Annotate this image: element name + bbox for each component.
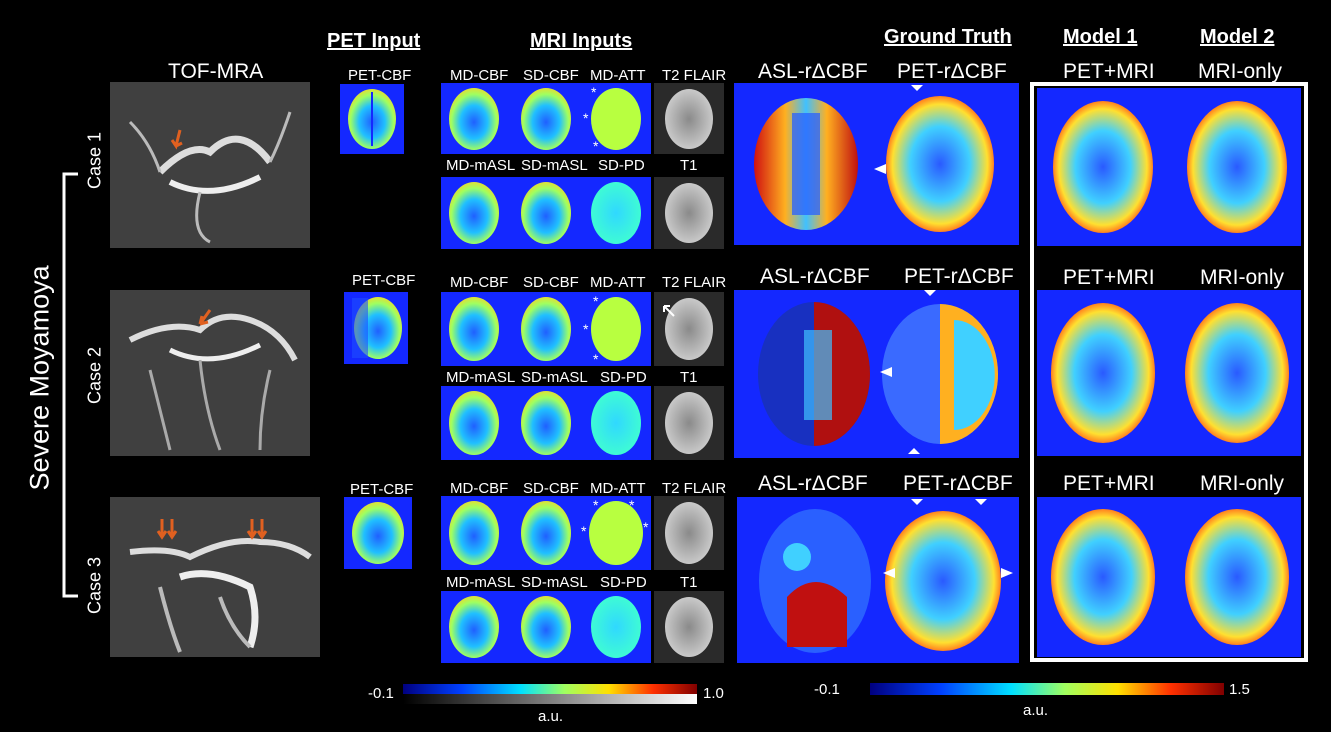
mri-c2-label-mdatt: MD-ATT xyxy=(590,274,646,291)
asl-label-3: ASL-rΔCBF xyxy=(758,472,868,495)
asl-label-1: ASL-rΔCBF xyxy=(758,60,868,83)
mri-c3-label-sdpd: SD-PD xyxy=(600,574,647,591)
svg-text:*: * xyxy=(593,293,599,309)
svg-text:*: * xyxy=(583,321,589,337)
cbar2-max: 1.5 xyxy=(1229,681,1250,698)
gt-label-3: PET-rΔCBF xyxy=(903,472,1013,495)
mri-c1-bot-images xyxy=(441,177,651,249)
mri-c3-label-mdcbf: MD-CBF xyxy=(450,480,509,497)
mri-c1-label-t2flair: T2 FLAIR xyxy=(662,67,727,84)
m1-label-3: PET+MRI xyxy=(1063,472,1155,495)
svg-text:*: * xyxy=(593,497,599,513)
case1-label: Case 1 xyxy=(84,131,105,190)
mri-c2-t1-image xyxy=(654,386,724,460)
cbar1-unit: a.u. xyxy=(538,708,564,725)
mri-c3-top-images: * * * * xyxy=(441,496,651,570)
mri-c2-top-images: * * * xyxy=(441,292,651,366)
pet-cbf-image-1 xyxy=(340,84,404,154)
model1-title: Model 1 xyxy=(1063,26,1138,48)
model-images-2 xyxy=(1037,290,1301,456)
svg-text:*: * xyxy=(593,138,599,154)
cbar1-min: -0.1 xyxy=(368,685,394,702)
mri-c1-label-mdatt: MD-ATT xyxy=(590,67,646,84)
asl-label-2: ASL-rΔCBF xyxy=(760,265,870,288)
ground-truth-title: Ground Truth xyxy=(884,26,1012,48)
mri-c1-label-sdmasl: SD-mASL xyxy=(521,157,588,174)
mri-c2-bot-images xyxy=(441,386,651,460)
mri-c3-label-t1: T1 xyxy=(680,574,698,591)
mri-c1-label-t1: T1 xyxy=(680,157,698,174)
mri-c1-label-sdcbf: SD-CBF xyxy=(523,67,579,84)
mri-c2-t2flair-image xyxy=(654,292,724,366)
mri-c3-label-t2flair: T2 FLAIR xyxy=(662,480,727,497)
mri-c2-label-sdpd: SD-PD xyxy=(600,369,647,386)
m1-label-2: PET+MRI xyxy=(1063,266,1155,289)
mri-c1-label-mdcbf: MD-CBF xyxy=(450,67,509,84)
asl-gt-images-1 xyxy=(734,83,1019,245)
gt-label-1: PET-rΔCBF xyxy=(897,60,1007,83)
gt-label-2: PET-rΔCBF xyxy=(904,265,1014,288)
cbar2-min: -0.1 xyxy=(814,681,840,698)
svg-text:*: * xyxy=(593,351,599,366)
tof-mra-case3 xyxy=(110,497,320,657)
group-label: Severe Moyamoya xyxy=(24,265,55,491)
group-bracket xyxy=(62,172,78,598)
m1-label-1: PET+MRI xyxy=(1063,60,1155,83)
svg-text:*: * xyxy=(643,519,649,535)
mri-c1-top-images: * * * xyxy=(441,83,651,154)
cbar1-max: 1.0 xyxy=(703,685,724,702)
svg-text:*: * xyxy=(583,110,589,126)
pet-cbf-image-3 xyxy=(344,497,412,569)
mri-c1-t1-image xyxy=(654,177,724,249)
pet-cbf-image-2 xyxy=(344,292,408,364)
pet-input-title: PET Input xyxy=(327,30,421,52)
mri-inputs-title: MRI Inputs xyxy=(530,30,633,52)
tof-mra-case2 xyxy=(110,290,310,456)
mri-c3-label-mdmasl: MD-mASL xyxy=(446,574,516,591)
mri-c1-label-sdpd: SD-PD xyxy=(598,157,645,174)
mri-c3-t1-image xyxy=(654,591,724,663)
m2-label-1: MRI-only xyxy=(1198,60,1283,83)
mri-c2-label-sdmasl: SD-mASL xyxy=(521,369,588,386)
tof-mra-case1 xyxy=(110,82,310,248)
m2-label-3: MRI-only xyxy=(1200,472,1285,495)
pet-cbf-label-3: PET-CBF xyxy=(350,481,414,498)
mri-c2-label-sdcbf: SD-CBF xyxy=(523,274,579,291)
model-images-3 xyxy=(1037,497,1301,657)
mri-c3-bot-images xyxy=(441,591,651,663)
svg-text:*: * xyxy=(591,84,597,100)
mri-c3-label-mdatt: MD-ATT xyxy=(590,480,646,497)
mri-c3-label-sdcbf: SD-CBF xyxy=(523,480,579,497)
case3-label: Case 3 xyxy=(84,556,105,615)
mri-c2-label-t2flair: T2 FLAIR xyxy=(662,274,727,291)
model-output-frame xyxy=(1030,82,1308,662)
colorbar-left xyxy=(403,684,697,704)
model-images-1 xyxy=(1037,88,1301,246)
mri-c1-t2flair-image xyxy=(654,83,724,154)
asl-gt-images-2 xyxy=(734,290,1019,458)
svg-text:*: * xyxy=(581,523,587,539)
pet-cbf-label-1: PET-CBF xyxy=(348,67,412,84)
m2-label-2: MRI-only xyxy=(1200,266,1285,289)
mri-c2-label-t1: T1 xyxy=(680,369,698,386)
mri-c2-label-mdmasl: MD-mASL xyxy=(446,369,516,386)
asl-gt-images-3 xyxy=(737,497,1019,663)
tof-mra-title: TOF-MRA xyxy=(168,60,264,83)
colorbar-right xyxy=(870,683,1224,695)
pet-cbf-label-2: PET-CBF xyxy=(352,272,416,289)
model2-title: Model 2 xyxy=(1200,26,1275,48)
mri-c2-label-mdcbf: MD-CBF xyxy=(450,274,509,291)
mri-c1-label-mdmasl: MD-mASL xyxy=(446,157,516,174)
case2-label: Case 2 xyxy=(84,346,105,405)
mri-c3-label-sdmasl: SD-mASL xyxy=(521,574,588,591)
svg-text:*: * xyxy=(629,497,635,513)
mri-c3-t2flair-image xyxy=(654,496,724,570)
cbar2-unit: a.u. xyxy=(1023,702,1049,719)
